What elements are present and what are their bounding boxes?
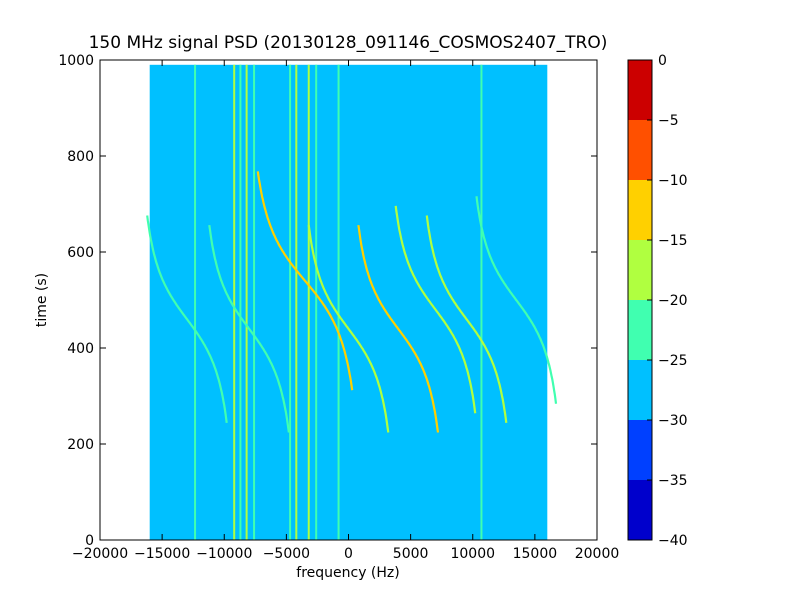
colorbar-segment bbox=[628, 300, 652, 360]
x-tick-label: 0 bbox=[344, 546, 353, 562]
x-tick-label: −20000 bbox=[72, 546, 128, 562]
colorbar-tick-label: 0 bbox=[658, 53, 667, 69]
x-tick-label: −15000 bbox=[134, 546, 190, 562]
doppler-trace bbox=[425, 215, 508, 424]
x-tick-label: 10000 bbox=[450, 546, 495, 562]
y-tick-label: 400 bbox=[67, 341, 94, 357]
x-tick-label: 20000 bbox=[575, 546, 620, 562]
doppler-trace bbox=[307, 224, 390, 433]
y-tick-label: 200 bbox=[67, 437, 94, 453]
y-tick-label: 600 bbox=[67, 245, 94, 261]
y-tick-label: 800 bbox=[67, 149, 94, 165]
heatmap-background bbox=[149, 64, 548, 540]
x-tick-label: 15000 bbox=[513, 546, 558, 562]
colorbar-tick-label: −20 bbox=[658, 293, 688, 309]
heatmap-layer bbox=[146, 64, 558, 540]
x-axis-label: frequency (Hz) bbox=[296, 565, 399, 581]
doppler-trace bbox=[256, 171, 354, 391]
colorbar-segment bbox=[628, 420, 652, 480]
colorbar-segment bbox=[628, 180, 652, 240]
doppler-trace bbox=[394, 205, 477, 414]
colorbar-tick-label: −35 bbox=[658, 473, 688, 489]
colorbar-segment bbox=[628, 60, 652, 120]
colorbar: −40 −35 −30 −25 −20 −15 −10 −5 0 bbox=[627, 53, 688, 549]
x-tick-label: 5000 bbox=[393, 546, 429, 562]
colorbar-tick-label: −30 bbox=[658, 413, 688, 429]
doppler-trace bbox=[146, 215, 228, 424]
y-tick-label: 1000 bbox=[58, 53, 94, 69]
colorbar-tick-label: −25 bbox=[658, 353, 688, 369]
y-axis-label: time (s) bbox=[34, 273, 50, 327]
colorbar-segment bbox=[628, 480, 652, 540]
x-tick-label: −10000 bbox=[196, 546, 252, 562]
x-axis: −20000 −15000 −10000 −5000 0 5000 10000 15000 20… bbox=[72, 60, 619, 562]
colorbar-segment bbox=[628, 240, 652, 300]
doppler-trace bbox=[475, 196, 558, 404]
colorbar-tick-label: −15 bbox=[658, 233, 688, 249]
x-tick-label: −5000 bbox=[263, 546, 310, 562]
colorbar-tick-label: −10 bbox=[658, 173, 688, 189]
y-tick-label: 0 bbox=[85, 533, 94, 549]
colorbar-segment bbox=[628, 120, 652, 180]
chart-title: 150 MHz signal PSD (20130128_091146_COSM… bbox=[89, 33, 608, 53]
colorbar-tick-label: −5 bbox=[658, 113, 679, 129]
doppler-trace bbox=[208, 224, 290, 433]
colorbar-tick-label: −40 bbox=[658, 533, 688, 549]
y-axis: 0 200 400 600 800 1000 bbox=[58, 53, 597, 549]
colorbar-segment bbox=[628, 360, 652, 420]
doppler-trace bbox=[357, 224, 440, 433]
